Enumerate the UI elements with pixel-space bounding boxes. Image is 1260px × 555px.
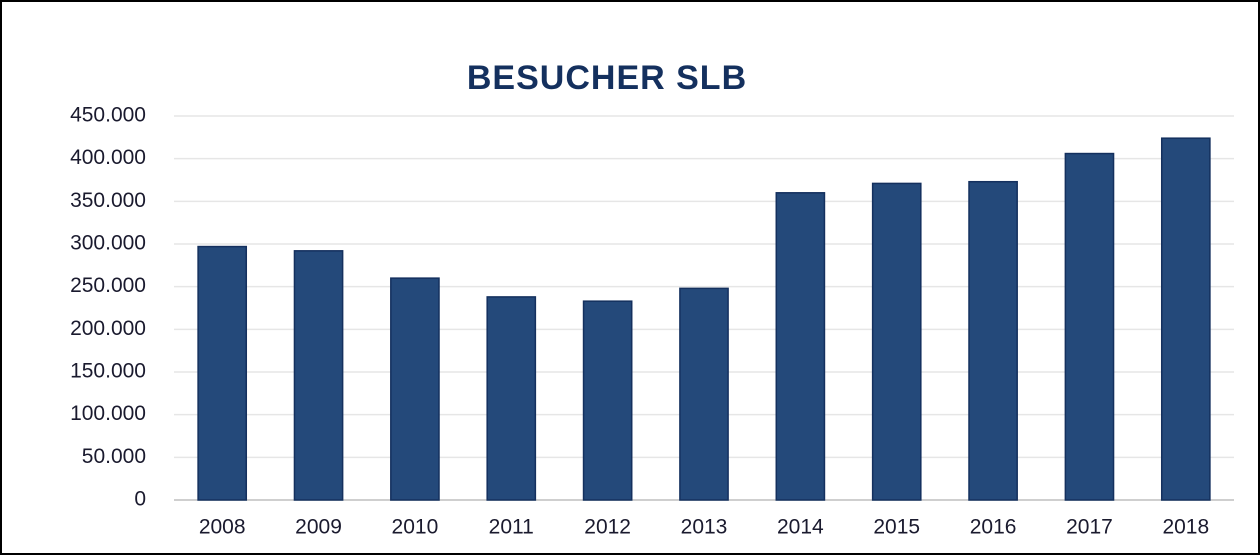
y-tick-label: 0 <box>134 488 146 511</box>
x-tick-label: 2012 <box>584 516 631 539</box>
bar <box>293 250 344 501</box>
bar <box>871 182 922 501</box>
y-tick-label: 100.000 <box>70 402 146 425</box>
bar <box>582 300 633 501</box>
y-tick-label: 150.000 <box>70 360 146 383</box>
y-tick-label: 300.000 <box>70 232 146 255</box>
bar <box>390 277 440 501</box>
y-tick-label: 200.000 <box>70 317 146 340</box>
x-tick-label: 2008 <box>199 516 246 539</box>
bar <box>1160 137 1211 501</box>
x-tick-label: 2018 <box>1162 516 1209 539</box>
bar <box>679 287 729 501</box>
bar <box>968 180 1018 501</box>
bar <box>197 245 248 501</box>
y-tick-label: 400.000 <box>70 146 146 169</box>
x-tick-label: 2015 <box>873 516 920 539</box>
bar <box>486 296 537 501</box>
x-tick-label: 2009 <box>295 516 342 539</box>
y-tick-label: 450.000 <box>70 104 146 127</box>
y-tick-label: 250.000 <box>70 274 146 297</box>
x-tick-label: 2017 <box>1066 516 1113 539</box>
chart-title: BESUCHER SLB <box>467 59 747 97</box>
bar <box>1064 152 1115 501</box>
bar <box>775 192 826 501</box>
y-tick-label: 50.000 <box>82 445 146 468</box>
x-tick-label: 2013 <box>681 516 728 539</box>
y-tick-label: 350.000 <box>70 189 146 212</box>
x-tick-label: 2011 <box>489 516 534 539</box>
x-tick-label: 2014 <box>777 516 824 539</box>
x-tick-label: 2016 <box>970 516 1017 539</box>
x-tick-label: 2010 <box>392 516 439 539</box>
